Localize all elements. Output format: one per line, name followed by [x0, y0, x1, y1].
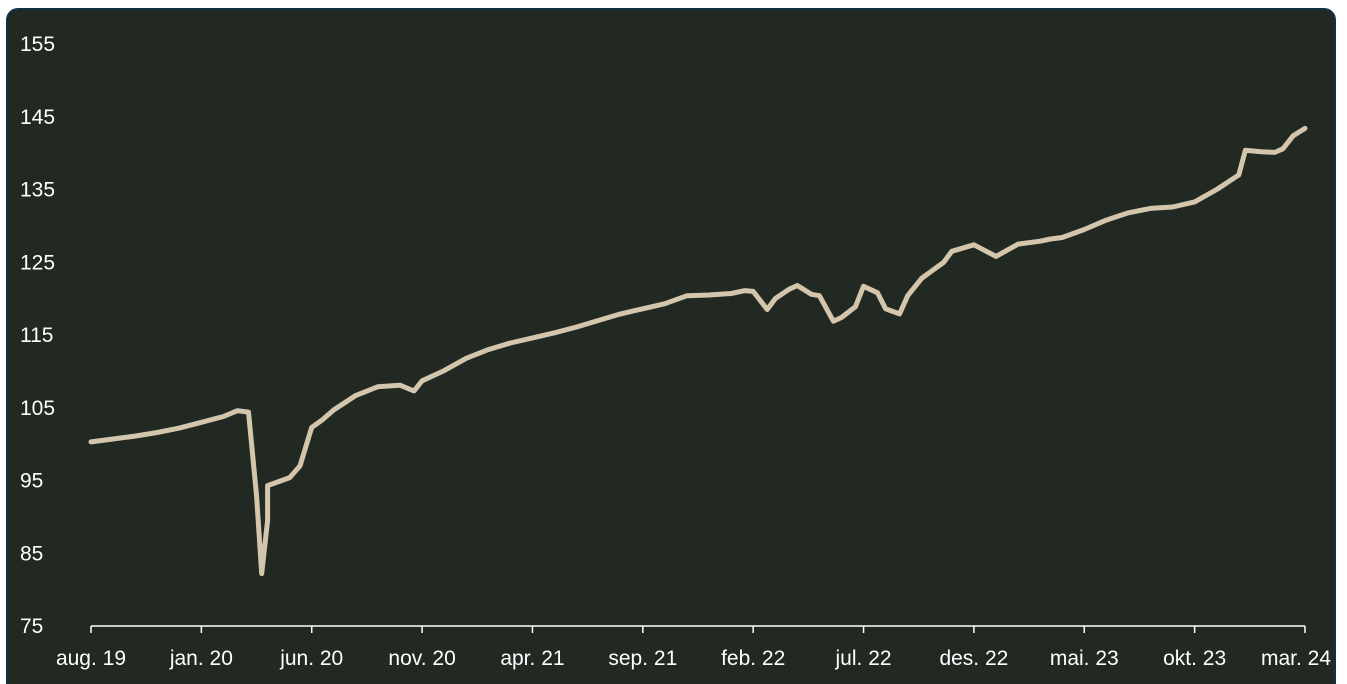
- x-tick-label: jul. 22: [835, 647, 892, 670]
- y-tick-label: 85: [20, 542, 43, 565]
- y-axis-ticks: 75 85 95 105 115 125 135 145 155: [20, 33, 55, 638]
- y-tick-label: 155: [20, 33, 55, 56]
- y-tick-label: 105: [20, 397, 55, 420]
- x-tick-label: mar. 24: [1261, 647, 1331, 670]
- y-tick-label: 125: [20, 251, 55, 274]
- chart-panel: [6, 8, 1336, 684]
- x-axis-ticks: aug. 19 jan. 20 jun. 20 nov. 20 apr. 21 sep. …: [56, 626, 1331, 670]
- x-tick-label: feb. 22: [721, 647, 785, 670]
- y-tick-label: 95: [20, 470, 43, 493]
- x-tick-label: sep. 21: [608, 647, 677, 670]
- x-tick-label: jan. 20: [169, 647, 233, 670]
- y-tick-label: 145: [20, 106, 55, 129]
- y-tick-label: 75: [20, 615, 43, 638]
- x-tick-label: nov. 20: [388, 647, 455, 670]
- x-tick-label: mai. 23: [1050, 647, 1119, 670]
- x-tick-label: okt. 23: [1163, 647, 1226, 670]
- x-tick-label: aug. 19: [56, 647, 126, 670]
- x-tick-label: des. 22: [939, 647, 1008, 670]
- x-tick-label: jun. 20: [279, 647, 343, 670]
- series-line: [88, 125, 1308, 577]
- y-tick-label: 135: [20, 179, 55, 202]
- x-tick-label: apr. 21: [500, 647, 564, 670]
- y-tick-label: 115: [20, 324, 53, 347]
